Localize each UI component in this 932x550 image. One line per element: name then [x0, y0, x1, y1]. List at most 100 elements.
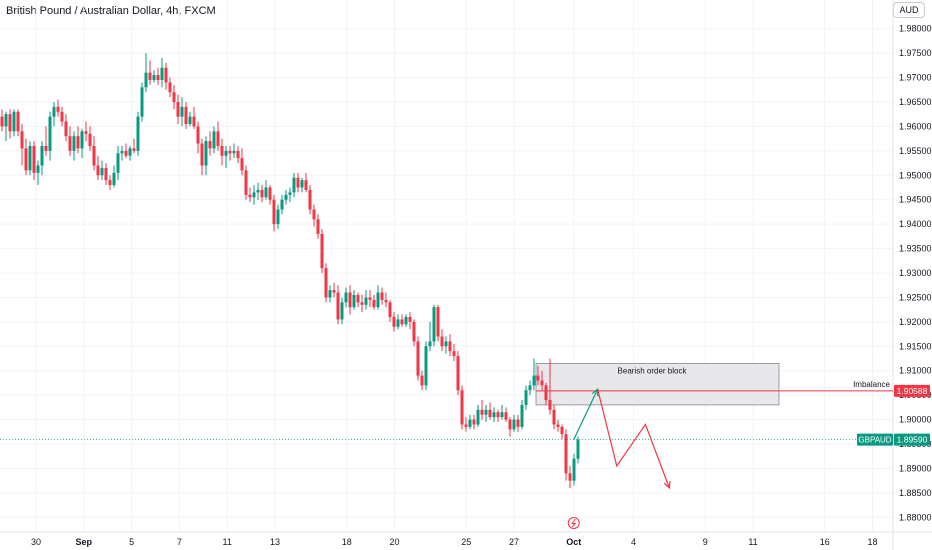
candle-body — [436, 307, 440, 337]
candle-body — [568, 473, 572, 481]
candle-body — [328, 290, 332, 298]
candle-body — [232, 150, 236, 154]
candle-body — [372, 299, 376, 308]
candle-body — [144, 72, 148, 88]
candle-body — [504, 412, 508, 420]
x-tick-label: 18 — [342, 537, 352, 547]
x-tick-label: 11 — [223, 537, 232, 547]
y-tick-label: 1.92500 — [899, 292, 932, 302]
candle-body — [108, 180, 112, 186]
candle-body — [256, 189, 260, 193]
candle-body — [376, 292, 380, 308]
candle-body — [20, 131, 24, 149]
candle-body — [448, 341, 452, 352]
candle-body — [308, 189, 312, 210]
candle-body — [412, 321, 416, 342]
candle-body — [424, 346, 428, 386]
bullish-projection-path — [573, 389, 599, 440]
y-tick-label: 1.95000 — [899, 170, 932, 180]
bearish-projection-path — [597, 389, 670, 489]
candle-body — [44, 145, 48, 151]
current-price-label: 1.89590 — [897, 435, 928, 445]
candle-body — [488, 409, 492, 418]
candle-body — [396, 319, 400, 327]
imbalance-price-tag — [894, 384, 930, 397]
candle-body — [564, 434, 568, 474]
candle-body — [64, 121, 68, 137]
candle-body — [432, 307, 436, 342]
candle-body — [248, 194, 252, 198]
candle-body — [512, 419, 516, 430]
candle-body — [464, 424, 468, 427]
candle-body — [148, 72, 152, 81]
candle-body — [216, 131, 220, 146]
x-tick-label: 25 — [461, 537, 471, 547]
candle-body — [404, 316, 408, 325]
candle-body — [304, 180, 308, 190]
candle-body — [4, 114, 8, 127]
candle-body — [236, 150, 240, 159]
candle-body — [532, 375, 536, 386]
candle-body — [356, 294, 360, 303]
candle-body — [500, 412, 504, 418]
candle-body — [208, 141, 212, 149]
order-block-label: Bearish order block — [618, 366, 688, 375]
candle-body — [364, 297, 368, 305]
candle-body — [472, 419, 476, 425]
candlestick-series — [0, 53, 580, 488]
order-block-zone — [535, 363, 780, 406]
x-tick-label: 20 — [389, 537, 399, 547]
y-tick-label: 1.92000 — [899, 317, 932, 327]
y-tick-label: 1.94000 — [899, 219, 932, 229]
candle-body — [340, 302, 344, 320]
candle-body — [392, 316, 396, 327]
candle-body — [124, 150, 128, 156]
candle-body — [548, 400, 552, 410]
candle-body — [332, 290, 336, 293]
candle-body — [192, 116, 196, 127]
candle-body — [416, 341, 420, 376]
chart-title: British Pound / Australian Dollar, 4h, F… — [6, 5, 216, 17]
candle-body — [164, 67, 168, 83]
price-axis[interactable]: 1.98000 1.97500 1.97000 1.96500 1.96000 1.955… — [899, 24, 932, 523]
candle-body — [156, 75, 160, 81]
candle-body — [420, 375, 424, 386]
candle-body — [72, 136, 76, 151]
candle-body — [200, 143, 204, 166]
candle-body — [36, 165, 40, 173]
candle-body — [140, 87, 144, 117]
candle-body — [12, 111, 16, 132]
y-tick-label: 1.95500 — [899, 146, 932, 156]
candle-body — [100, 167, 104, 176]
y-tick-label: 1.97500 — [899, 48, 932, 58]
candle-body — [520, 404, 524, 427]
candle-body — [268, 187, 272, 200]
x-tick-label: 11 — [748, 537, 757, 547]
y-tick-label: 1.97000 — [899, 73, 932, 83]
candle-body — [492, 412, 496, 418]
x-tick-label: 16 — [820, 537, 830, 547]
candle-body — [288, 192, 292, 195]
time-axis[interactable]: 30 Sep 5 7 11 13 18 20 25 27 Oct 4 9 11 16 18 — [31, 537, 878, 547]
candle-body — [460, 390, 464, 425]
candle-body — [276, 209, 280, 225]
y-tick-label: 1.94500 — [899, 195, 932, 205]
candle-body — [272, 199, 276, 225]
lightning-icon — [571, 518, 577, 528]
candle-body — [0, 116, 4, 127]
candle-body — [316, 219, 320, 234]
candle-body — [96, 165, 100, 176]
candle-body — [296, 177, 300, 188]
y-tick-label: 1.88500 — [899, 488, 932, 498]
candle-body — [24, 148, 28, 171]
candle-body — [428, 341, 432, 347]
candle-body — [468, 419, 472, 427]
candle-body — [104, 167, 108, 181]
candle-body — [212, 131, 216, 149]
candle-body — [112, 172, 116, 186]
candle-body — [388, 302, 392, 317]
candle-body — [160, 67, 164, 81]
candle-body — [284, 194, 288, 200]
candle-body — [444, 341, 448, 347]
